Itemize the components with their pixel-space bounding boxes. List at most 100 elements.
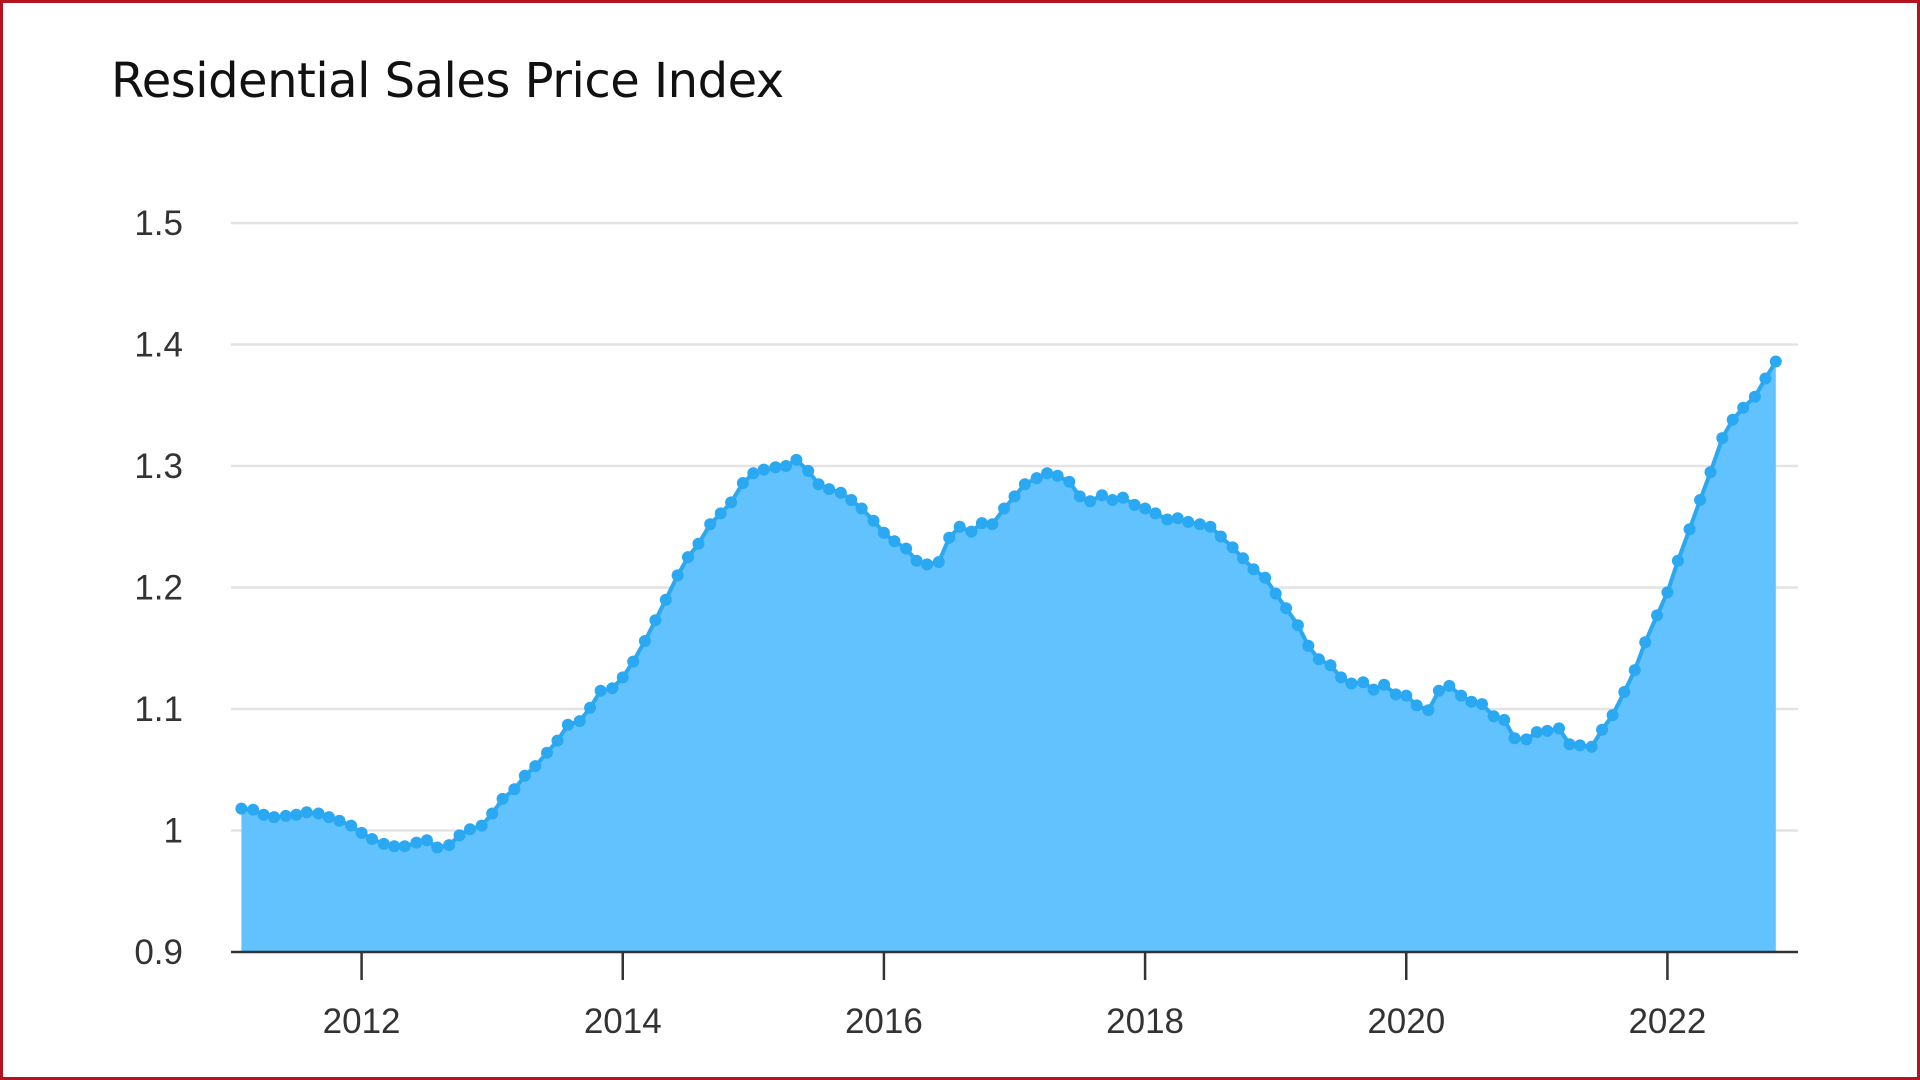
data-point xyxy=(1073,490,1086,503)
data-point xyxy=(1149,507,1162,520)
data-point xyxy=(1573,739,1586,752)
data-point xyxy=(257,808,270,821)
data-point xyxy=(725,496,738,509)
data-point xyxy=(1520,733,1533,746)
data-point xyxy=(1367,683,1380,696)
data-point xyxy=(464,823,476,836)
data-point xyxy=(247,803,260,816)
data-point xyxy=(322,811,335,824)
x-tick-label: 2014 xyxy=(584,1002,662,1041)
data-point xyxy=(1226,541,1239,554)
data-point xyxy=(659,593,672,606)
data-point xyxy=(1726,413,1739,426)
data-point xyxy=(823,483,836,496)
data-point xyxy=(1041,467,1054,480)
data-point xyxy=(1139,502,1152,515)
data-point xyxy=(366,833,378,845)
data-point xyxy=(1563,738,1576,751)
data-point xyxy=(855,502,868,515)
data-point xyxy=(736,477,749,489)
data-point xyxy=(1018,478,1031,491)
data-point xyxy=(1182,515,1195,528)
data-point xyxy=(573,715,586,728)
data-point xyxy=(1237,552,1249,565)
data-point xyxy=(475,819,488,832)
y-tick-label: 1.3 xyxy=(134,447,183,486)
data-point xyxy=(1498,713,1511,726)
data-point xyxy=(453,829,466,842)
data-point xyxy=(1214,530,1227,543)
data-point xyxy=(1651,609,1663,622)
data-point xyxy=(790,453,803,466)
data-point xyxy=(943,531,956,544)
data-point xyxy=(1508,732,1521,745)
data-point xyxy=(812,478,825,491)
x-tick-label: 2016 xyxy=(845,1002,923,1041)
y-tick-label: 0.9 xyxy=(134,933,183,972)
data-point xyxy=(867,514,880,527)
data-point xyxy=(877,526,890,539)
data-point xyxy=(932,556,945,568)
area-chart: 0.9 1 1.1 1.2 1.3 1.4 1.5 2012 2014 2016 2018 2020… xyxy=(134,204,1798,1041)
y-tick-label: 1.2 xyxy=(134,569,183,608)
data-point xyxy=(551,734,564,747)
data-point xyxy=(377,837,390,850)
data-point xyxy=(692,537,705,550)
data-point xyxy=(1357,676,1370,689)
data-point xyxy=(953,520,966,533)
data-point xyxy=(1128,498,1141,511)
data-point xyxy=(649,614,662,627)
data-point xyxy=(420,834,433,847)
data-point xyxy=(290,808,303,821)
data-point xyxy=(1748,390,1761,403)
data-point xyxy=(1476,698,1488,711)
data-point xyxy=(1193,518,1206,531)
data-point xyxy=(1030,472,1043,485)
data-point xyxy=(529,760,542,773)
data-point xyxy=(333,814,346,827)
data-point xyxy=(900,542,913,555)
data-point xyxy=(268,811,281,824)
data-point xyxy=(616,671,629,684)
data-point xyxy=(1312,653,1325,666)
data-point xyxy=(1694,494,1707,506)
data-point xyxy=(1737,401,1750,414)
data-point xyxy=(638,635,651,647)
data-point xyxy=(921,558,933,571)
data-point xyxy=(1443,679,1456,692)
data-point xyxy=(671,569,684,582)
y-tick-label: 1 xyxy=(164,812,183,851)
data-point xyxy=(1628,664,1641,677)
data-point xyxy=(594,684,607,697)
data-point xyxy=(965,525,978,538)
data-point xyxy=(279,809,292,822)
x-tick-label: 2012 xyxy=(323,1002,401,1041)
data-point xyxy=(1096,489,1108,502)
data-point xyxy=(1618,686,1631,698)
data-point xyxy=(1541,724,1554,737)
data-point xyxy=(975,517,988,530)
data-point xyxy=(780,460,792,472)
data-point xyxy=(1084,495,1097,508)
data-point xyxy=(704,518,717,531)
data-point xyxy=(1553,722,1565,735)
data-point xyxy=(714,507,727,520)
data-point xyxy=(1116,491,1129,504)
data-point xyxy=(1291,619,1304,632)
data-point xyxy=(486,807,499,820)
data-point xyxy=(1661,586,1674,599)
x-axis xyxy=(231,950,1798,980)
data-point xyxy=(584,701,597,714)
x-axis-tick-labels: 2012 2014 2016 2018 2020 2022 xyxy=(323,1002,1707,1041)
data-point xyxy=(1410,699,1423,712)
data-point xyxy=(1606,709,1619,722)
data-point xyxy=(834,486,847,499)
data-point xyxy=(1487,710,1500,723)
data-point xyxy=(1247,563,1260,576)
data-point xyxy=(388,840,401,853)
data-point xyxy=(1683,523,1696,536)
data-point xyxy=(986,518,999,531)
data-point xyxy=(1704,466,1717,479)
data-point xyxy=(1455,689,1468,702)
